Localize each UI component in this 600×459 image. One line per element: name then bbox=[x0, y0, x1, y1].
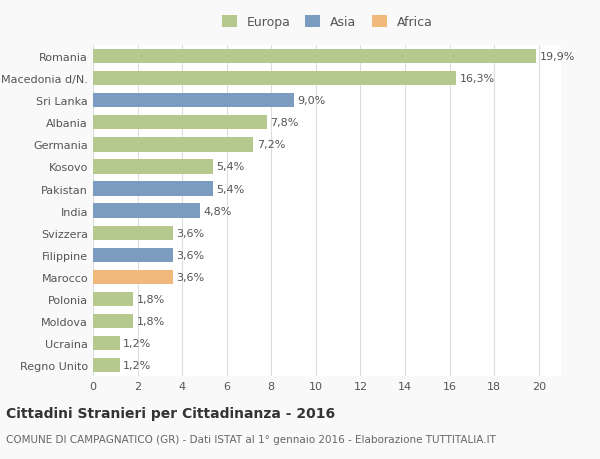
Bar bbox=[93, 248, 173, 263]
Text: 4,8%: 4,8% bbox=[203, 206, 232, 216]
Bar bbox=[93, 138, 253, 152]
Text: 3,6%: 3,6% bbox=[176, 272, 205, 282]
Text: 9,0%: 9,0% bbox=[297, 96, 325, 106]
Text: 1,2%: 1,2% bbox=[123, 338, 151, 348]
Text: Cittadini Stranieri per Cittadinanza - 2016: Cittadini Stranieri per Cittadinanza - 2… bbox=[6, 406, 335, 420]
Bar bbox=[93, 116, 267, 130]
Bar bbox=[93, 292, 133, 307]
Bar bbox=[93, 358, 120, 373]
Text: 19,9%: 19,9% bbox=[540, 52, 575, 62]
Bar bbox=[93, 160, 214, 174]
Text: 3,6%: 3,6% bbox=[176, 228, 205, 238]
Text: 7,8%: 7,8% bbox=[270, 118, 299, 128]
Text: 16,3%: 16,3% bbox=[460, 74, 495, 84]
Text: 1,2%: 1,2% bbox=[123, 360, 151, 370]
Text: 1,8%: 1,8% bbox=[136, 294, 165, 304]
Text: 5,4%: 5,4% bbox=[217, 184, 245, 194]
Bar bbox=[93, 72, 456, 86]
Text: 5,4%: 5,4% bbox=[217, 162, 245, 172]
Text: 7,2%: 7,2% bbox=[257, 140, 285, 150]
Bar bbox=[93, 336, 120, 351]
Bar bbox=[93, 182, 214, 196]
Bar bbox=[93, 270, 173, 285]
Text: 3,6%: 3,6% bbox=[176, 250, 205, 260]
Text: COMUNE DI CAMPAGNATICO (GR) - Dati ISTAT al 1° gennaio 2016 - Elaborazione TUTTI: COMUNE DI CAMPAGNATICO (GR) - Dati ISTAT… bbox=[6, 434, 496, 444]
Bar bbox=[93, 204, 200, 218]
Bar bbox=[93, 226, 173, 241]
Legend: Europa, Asia, Africa: Europa, Asia, Africa bbox=[218, 12, 436, 33]
Bar bbox=[93, 94, 293, 108]
Bar bbox=[93, 314, 133, 329]
Text: 1,8%: 1,8% bbox=[136, 316, 165, 326]
Bar bbox=[93, 50, 536, 64]
